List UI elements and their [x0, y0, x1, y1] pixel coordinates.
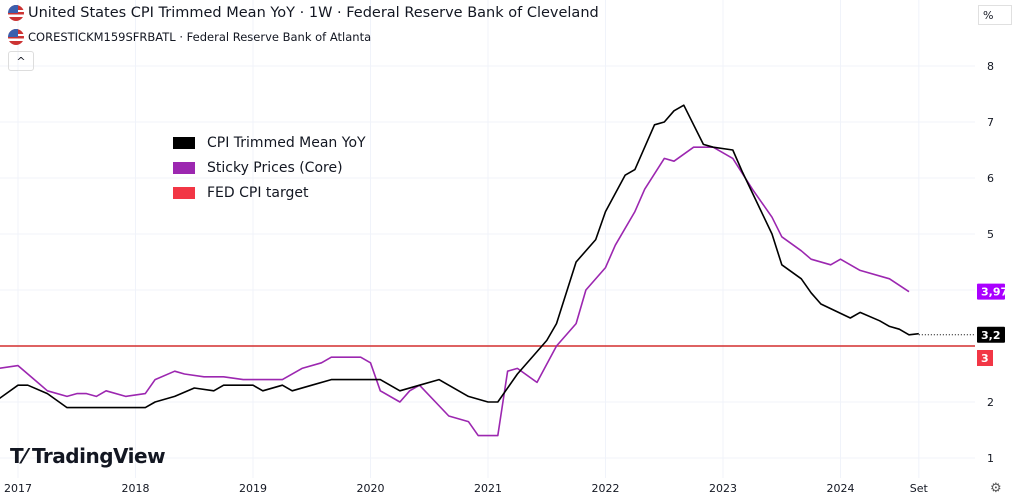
legend-item: FED CPI target	[173, 180, 366, 205]
unit-button[interactable]: %	[978, 5, 1012, 25]
y-tick-label: 8	[987, 60, 994, 73]
y-tick-label: 1	[987, 452, 994, 465]
legend-label: FED CPI target	[207, 184, 309, 201]
legend-swatch	[173, 136, 195, 149]
legend-label: CPI Trimmed Mean YoY	[207, 134, 366, 151]
x-tick-label: 2018	[122, 482, 150, 495]
x-tick-label: Set	[910, 482, 929, 495]
x-tick-label: 2017	[4, 482, 32, 495]
x-tick-label: 2020	[357, 482, 385, 495]
target-price-label-bg	[977, 350, 993, 366]
x-tick-label: 2022	[592, 482, 620, 495]
us-flag-icon	[8, 5, 24, 21]
tradingview-logo-icon: 𝗧⁄	[10, 444, 26, 468]
cpi-trimmed-mean-line	[0, 104, 919, 409]
legend-item: CPI Trimmed Mean YoY	[173, 130, 366, 155]
logo-text: TradingView	[31, 444, 166, 468]
legend-swatch	[173, 161, 195, 174]
y-tick-label: 5	[987, 228, 994, 241]
cpi-price-label: 3,2	[981, 329, 1001, 342]
y-tick-label: 2	[987, 396, 994, 409]
x-tick-label: 2024	[827, 482, 855, 495]
compare-series-title-text: CORESTICKM159SFRBATL · Federal Reserve B…	[28, 30, 372, 44]
tradingview-logo[interactable]: 𝗧⁄ TradingView	[10, 444, 166, 468]
sticky-prices-line	[0, 146, 910, 437]
y-tick-label: 6	[987, 172, 994, 185]
cpi-price-label-bg	[977, 326, 1005, 343]
legend: CPI Trimmed Mean YoY Sticky Prices (Core…	[173, 130, 366, 205]
sticky-prices-price-label: 3,97	[981, 286, 1008, 299]
target-price-label: 3	[981, 352, 989, 365]
main-series-title[interactable]: United States CPI Trimmed Mean YoY · 1W …	[8, 5, 599, 21]
y-tick-label: 7	[987, 116, 994, 129]
x-tick-label: 2021	[474, 482, 502, 495]
main-series-title-text: United States CPI Trimmed Mean YoY · 1W …	[28, 5, 599, 21]
legend-item: Sticky Prices (Core)	[173, 155, 366, 180]
compare-series-title[interactable]: CORESTICKM159SFRBATL · Federal Reserve B…	[8, 29, 371, 45]
x-tick-label: 2023	[709, 482, 737, 495]
collapse-legend-button[interactable]: ^	[8, 51, 34, 71]
legend-swatch	[173, 186, 195, 199]
legend-label: Sticky Prices (Core)	[207, 159, 343, 176]
us-flag-icon	[8, 29, 24, 45]
settings-icon[interactable]: ⚙	[990, 481, 1002, 496]
x-tick-label: 2019	[239, 482, 267, 495]
sticky-prices-price-label-bg	[977, 283, 1005, 300]
